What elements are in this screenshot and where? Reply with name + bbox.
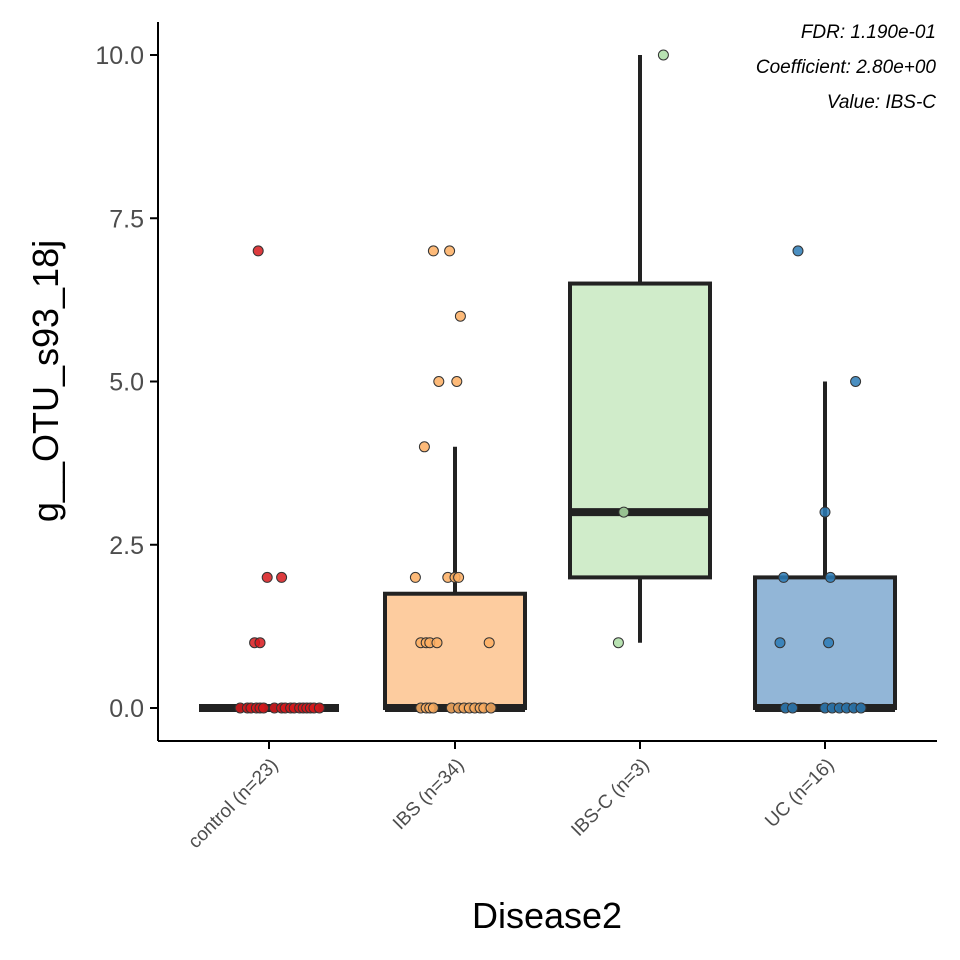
x-tick-label: control (n=23) <box>184 755 282 853</box>
data-point <box>792 245 804 257</box>
box-iqr <box>568 281 712 580</box>
data-point <box>258 702 270 714</box>
data-point <box>824 571 836 583</box>
y-ticks: 0.0 2.5 5.0 7.5 10.0 <box>95 42 158 723</box>
box-group <box>383 446 527 712</box>
box-group <box>753 381 897 712</box>
data-point <box>485 702 497 714</box>
data-point <box>612 637 624 649</box>
data-point <box>823 637 835 649</box>
data-point <box>774 637 786 649</box>
data-point <box>418 441 430 453</box>
data-point <box>444 245 456 257</box>
data-point <box>787 702 799 714</box>
data-point <box>451 376 463 387</box>
y-tick-label: 7.5 <box>109 205 144 233</box>
data-point <box>618 506 630 518</box>
y-tick-label: 10.0 <box>95 42 144 70</box>
x-ticks: control (n=23) IBS (n=34) IBS-C (n=3) UC (n… <box>184 741 839 853</box>
box-group <box>568 55 712 643</box>
data-point <box>850 376 862 387</box>
annotation-coefficient: Coefficient: 2.80e+00 <box>756 57 937 78</box>
y-axis-title: g__OTU_s93_18j <box>25 240 66 522</box>
points-layer <box>234 49 867 714</box>
data-point <box>433 376 445 387</box>
data-point <box>427 245 439 257</box>
annotation-value: Value: IBS-C <box>827 92 936 113</box>
data-point <box>483 637 495 649</box>
data-point <box>657 49 669 61</box>
data-point <box>313 702 325 714</box>
data-point <box>427 702 439 714</box>
annotation-fdr: FDR: 1.190e-01 <box>801 22 936 43</box>
x-axis-title: Disease2 <box>472 895 622 936</box>
data-point <box>454 310 466 322</box>
data-point <box>778 571 790 583</box>
x-tick-label: UC (n=16) <box>761 755 838 832</box>
data-point <box>819 506 831 518</box>
data-point <box>261 571 273 583</box>
data-point <box>254 637 266 649</box>
x-tick-label: IBS (n=34) <box>389 755 468 834</box>
data-point <box>855 702 867 714</box>
annotation-block: FDR: 1.190e-01 Coefficient: 2.80e+00 Val… <box>756 22 937 113</box>
data-point <box>252 245 264 257</box>
box-iqr <box>383 591 527 710</box>
data-point <box>409 571 421 583</box>
data-point <box>431 637 443 649</box>
data-point <box>453 571 465 583</box>
y-tick-label: 0.0 <box>109 695 144 723</box>
x-tick-label: IBS-C (n=3) <box>567 755 653 841</box>
data-point <box>276 571 288 583</box>
y-tick-label: 5.0 <box>109 369 144 397</box>
box-layer <box>199 55 897 712</box>
y-tick-label: 2.5 <box>109 532 144 560</box>
